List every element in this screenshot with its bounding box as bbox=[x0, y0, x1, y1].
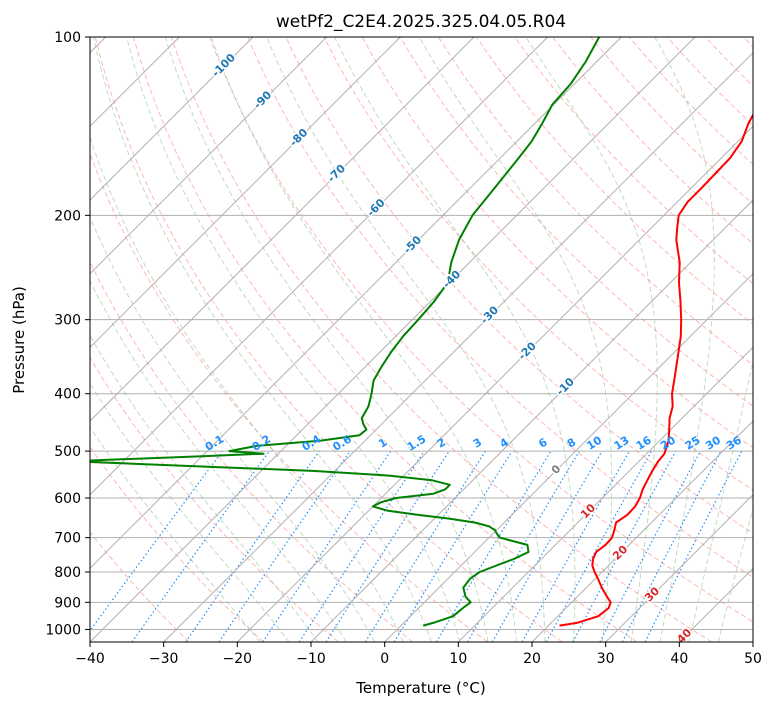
y-tick-label: 500 bbox=[54, 444, 81, 460]
isotherm-line bbox=[310, 199, 753, 642]
moist-adiabat bbox=[126, 37, 461, 642]
isotherm-line bbox=[457, 346, 753, 642]
axis-ticks: −40 −30 −20 −10 0 10 20 30 40 50 100 200 300 400 500 60… bbox=[45, 30, 762, 667]
dry-adiabat bbox=[590, 37, 753, 205]
isotherm-line bbox=[384, 272, 753, 642]
x-tick-label: −40 bbox=[75, 651, 105, 667]
x-tick-label: −30 bbox=[149, 651, 179, 667]
dry-adiabat bbox=[247, 37, 753, 578]
isotherm-line bbox=[90, 37, 401, 349]
dry-adiabat bbox=[132, 37, 638, 642]
dry-adiabat bbox=[476, 37, 753, 325]
moist-adiabat bbox=[90, 334, 319, 642]
y-tick-label: 100 bbox=[54, 30, 81, 46]
temperature-profile bbox=[559, 112, 753, 627]
moist-adiabat bbox=[90, 382, 290, 642]
dry-adiabat bbox=[90, 260, 414, 642]
y-tick-label: 600 bbox=[54, 491, 81, 507]
plot-frame bbox=[89, 36, 754, 643]
dry-adiabat bbox=[171, 37, 712, 642]
dry-adiabat bbox=[285, 37, 753, 534]
y-tick-label: 800 bbox=[54, 565, 81, 581]
x-tick-label: −20 bbox=[223, 651, 253, 667]
moist-adiabat bbox=[525, 37, 658, 642]
x-tick-label: 0 bbox=[380, 651, 389, 667]
dry-adiabat bbox=[94, 37, 563, 642]
mixing-ratio-line bbox=[435, 450, 552, 642]
moist-adiabat bbox=[654, 37, 715, 642]
isotherm-line bbox=[531, 420, 753, 642]
mixing-ratio-line bbox=[185, 450, 320, 642]
y-tick-label: 700 bbox=[54, 531, 81, 547]
mixing-ratio-line bbox=[131, 450, 270, 642]
mixing-ratio-line bbox=[521, 450, 631, 642]
dry-adiabat bbox=[90, 356, 339, 642]
x-tick-label: 10 bbox=[449, 651, 467, 667]
y-tick-label: 900 bbox=[54, 595, 81, 611]
x-tick-label: 50 bbox=[744, 651, 762, 667]
moist-adiabat bbox=[92, 37, 432, 642]
isotherm-line bbox=[90, 37, 696, 642]
plot-area bbox=[90, 37, 753, 642]
y-tick-label: 1000 bbox=[45, 622, 81, 638]
y-tick-label: 200 bbox=[54, 208, 81, 224]
moist-adiabat bbox=[334, 37, 576, 642]
grid-lines bbox=[90, 37, 753, 642]
isotherm-line bbox=[236, 125, 753, 642]
isotherm-line bbox=[90, 37, 549, 496]
x-axis-label: Temperature (°C) bbox=[355, 679, 485, 697]
dry-adiabat bbox=[323, 37, 753, 491]
isotherm-line bbox=[90, 37, 622, 570]
x-tick-label: −10 bbox=[296, 651, 326, 667]
mixing-ratio-line bbox=[90, 450, 223, 632]
y-tick-label: 400 bbox=[54, 387, 81, 403]
dewpoint-profile bbox=[90, 37, 601, 627]
moist-adiabat bbox=[266, 37, 546, 642]
x-tick-label: 40 bbox=[670, 651, 688, 667]
dry-adiabat bbox=[437, 37, 753, 366]
sounding-series bbox=[90, 37, 753, 627]
y-axis-label: Pressure (hPa) bbox=[10, 286, 28, 394]
mixing-ratio-line bbox=[466, 450, 580, 642]
mixing-ratio-line bbox=[491, 450, 603, 642]
isotherm-line bbox=[605, 493, 753, 642]
mixing-ratio-line bbox=[572, 450, 677, 642]
moist-adiabat bbox=[688, 358, 753, 642]
y-tick-label: 300 bbox=[54, 313, 81, 329]
isotherm-line bbox=[90, 37, 254, 201]
isotherm-line bbox=[90, 37, 475, 422]
isotherm-line bbox=[90, 37, 328, 275]
isotherm-line bbox=[163, 51, 753, 642]
mixing-ratio-line bbox=[325, 450, 450, 642]
mixing-ratio-line bbox=[393, 450, 513, 642]
mixing-ratio-lines bbox=[90, 450, 743, 642]
moist-adiabat bbox=[90, 279, 347, 642]
moist-adiabat bbox=[90, 135, 404, 642]
dry-adiabat bbox=[90, 531, 190, 642]
mixing-ratio-line bbox=[364, 450, 486, 642]
x-tick-label: 20 bbox=[523, 651, 541, 667]
dry-adiabat bbox=[399, 37, 753, 407]
dry-adiabat bbox=[552, 37, 753, 245]
moist-adiabat bbox=[164, 37, 489, 642]
mixing-ratio-line bbox=[218, 450, 351, 642]
chart-title: wetPf2_C2E4.2025.325.04.05.R04 bbox=[276, 12, 566, 32]
moist-adiabats bbox=[90, 37, 753, 642]
x-tick-label: 30 bbox=[597, 651, 615, 667]
